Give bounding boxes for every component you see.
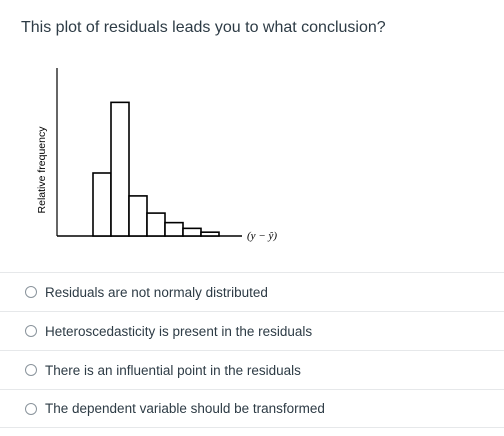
answer-option-3[interactable]: There is an influential point in the res… <box>0 350 504 389</box>
histogram-bar-6 <box>182 227 202 237</box>
radio-button[interactable] <box>25 325 37 337</box>
radio-button[interactable] <box>25 364 37 376</box>
radio-button[interactable] <box>25 286 37 298</box>
histogram-bar-4 <box>146 212 166 237</box>
answer-option-4[interactable]: The dependent variable should be transfo… <box>0 389 504 428</box>
answer-option-2[interactable]: Heteroscedasticity is present in the res… <box>0 311 504 350</box>
answer-label: Heteroscedasticity is present in the res… <box>45 323 313 339</box>
x-axis-label: (y − ŷ) <box>247 230 277 242</box>
answer-option-1[interactable]: Residuals are not normaly distributed <box>0 272 504 311</box>
histogram-bar-2 <box>110 101 130 237</box>
answer-label: There is an influential point in the res… <box>45 362 301 378</box>
histogram-bars <box>92 101 220 237</box>
histogram-bar-3 <box>128 195 148 237</box>
radio-button[interactable] <box>25 402 37 415</box>
question-text: This plot of residuals leads you to what… <box>21 19 386 36</box>
answer-list: Residuals are not normaly distributed He… <box>0 272 504 428</box>
y-axis-label: Relative frequency <box>36 126 48 214</box>
histogram-bar-7 <box>200 231 220 237</box>
residual-histogram: Relative frequency (y − ŷ) <box>36 68 277 242</box>
histogram-bar-1 <box>92 172 112 237</box>
histogram-bar-5 <box>164 221 184 237</box>
answer-label: The dependent variable should be transfo… <box>45 401 325 416</box>
answer-label: Residuals are not normaly distributed <box>45 284 268 300</box>
